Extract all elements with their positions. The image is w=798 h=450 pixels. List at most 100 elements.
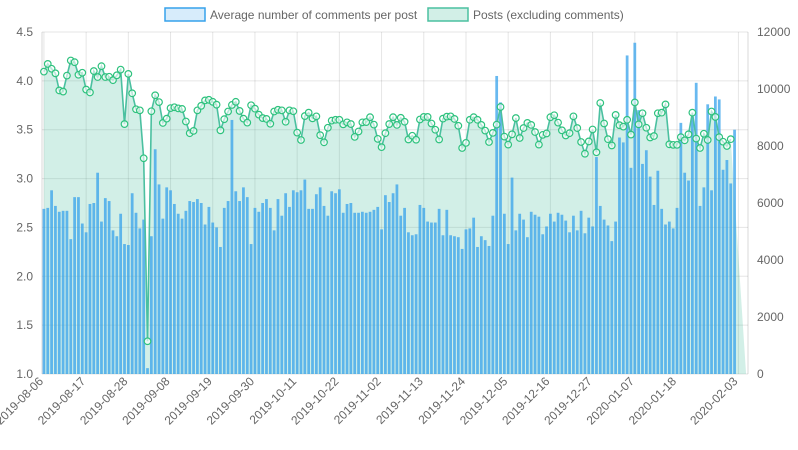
legend-swatch-bars: [164, 7, 206, 22]
posts-point: [534, 140, 543, 149]
posts-point: [699, 129, 708, 138]
posts-point: [680, 136, 689, 145]
comments-bar: [242, 187, 245, 374]
posts-point: [492, 120, 501, 129]
posts-point: [120, 120, 129, 128]
comments-bar: [610, 241, 614, 374]
comments-bar: [115, 236, 119, 374]
comments-bar: [710, 190, 713, 374]
y-left-tick-label: 4.0: [16, 74, 33, 88]
posts-point: [243, 118, 252, 127]
legend-label-line: Posts (excluding comments): [473, 8, 624, 22]
posts-point: [711, 113, 720, 121]
posts-point: [86, 88, 94, 97]
comments-bar: [299, 190, 303, 374]
comments-bar: [337, 189, 341, 374]
legend-label-bars: Average number of comments per post: [210, 8, 418, 22]
y-axis-right: 0 2000 4000 6000 8000 10000 12000: [757, 25, 791, 381]
comments-bar: [261, 203, 264, 374]
comments-bar: [587, 217, 591, 374]
comments-bar: [100, 221, 103, 374]
posts-point: [657, 108, 666, 117]
y-left-tick-label: 2.5: [16, 220, 33, 234]
posts-point: [78, 68, 87, 77]
posts-point: [726, 135, 735, 144]
comments-bar: [483, 240, 487, 374]
posts-point: [320, 138, 328, 147]
comments-bar: [583, 233, 587, 374]
posts-point: [212, 100, 221, 109]
comments-bar: [65, 210, 69, 374]
comments-bar: [644, 150, 648, 374]
posts-point: [70, 58, 79, 67]
posts-point: [293, 128, 302, 137]
comments-bar: [387, 202, 391, 374]
posts-point: [116, 65, 125, 74]
posts-point: [251, 104, 259, 113]
comments-bar: [222, 207, 226, 374]
comments-bar: [487, 245, 491, 374]
comments-bar: [433, 222, 437, 374]
posts-point: [216, 126, 225, 135]
comments-bar: [625, 55, 629, 374]
comments-bar: [272, 230, 276, 374]
comments-bar: [545, 226, 548, 374]
comments-bar: [426, 221, 429, 374]
comments-bar: [525, 237, 529, 374]
comments-bar: [568, 232, 571, 374]
x-axis: 2019-08-062019-08-172019-08-282019-09-08…: [0, 374, 741, 428]
comments-bar: [403, 207, 406, 374]
comments-bar: [184, 210, 188, 374]
posts-point: [604, 135, 612, 144]
comments-bar: [549, 213, 552, 374]
posts-point: [607, 141, 616, 150]
posts-point: [450, 115, 459, 123]
legend-item-line[interactable]: Posts (excluding comments): [427, 7, 624, 22]
posts-points: [40, 56, 735, 346]
comments-bar: [683, 172, 687, 374]
posts-point: [412, 135, 421, 144]
posts-point: [139, 154, 148, 163]
posts-point: [231, 97, 240, 106]
comments-bar: [46, 207, 50, 374]
comments-bar: [322, 205, 326, 374]
posts-point: [366, 113, 374, 122]
posts-point: [638, 109, 647, 118]
posts-point: [370, 120, 378, 129]
posts-point: [707, 107, 716, 116]
y-left-tick-label: 3.0: [16, 172, 33, 186]
legend[interactable]: Average number of comments per post Post…: [164, 7, 624, 22]
comments-bar: [564, 220, 568, 374]
posts-point: [619, 122, 628, 131]
comments-bar: [334, 193, 337, 374]
y-left-tick-label: 1.0: [16, 367, 33, 381]
posts-point: [554, 118, 562, 127]
posts-point: [162, 114, 171, 123]
comments-bar: [349, 203, 353, 374]
posts-point: [531, 128, 539, 136]
comments-bar: [318, 187, 322, 374]
comments-bar: [280, 215, 284, 374]
posts-point: [112, 71, 121, 80]
comments-bar: [199, 203, 203, 374]
posts-point: [297, 136, 305, 144]
comments-bar: [556, 212, 560, 374]
posts-point: [124, 69, 133, 78]
posts-point: [220, 115, 229, 124]
comments-bar: [61, 210, 65, 374]
posts-point: [304, 108, 313, 117]
comments-bar: [667, 221, 671, 374]
comments-bar: [149, 236, 153, 374]
comments-bar: [445, 209, 449, 374]
posts-point: [596, 99, 605, 107]
comments-bar: [468, 228, 472, 374]
posts-point: [473, 115, 482, 124]
comments-bar: [311, 208, 314, 374]
posts-point: [569, 112, 578, 121]
y-left-tick-label: 2.0: [16, 269, 33, 283]
comments-bar: [441, 235, 445, 374]
legend-item-bars[interactable]: Average number of comments per post: [164, 7, 418, 22]
y-axis-left: 1.0 1.5 2.0 2.5 3.0 3.5 4.0 4.5: [16, 25, 33, 381]
comments-bar: [57, 211, 61, 374]
comments-bar: [268, 207, 272, 374]
